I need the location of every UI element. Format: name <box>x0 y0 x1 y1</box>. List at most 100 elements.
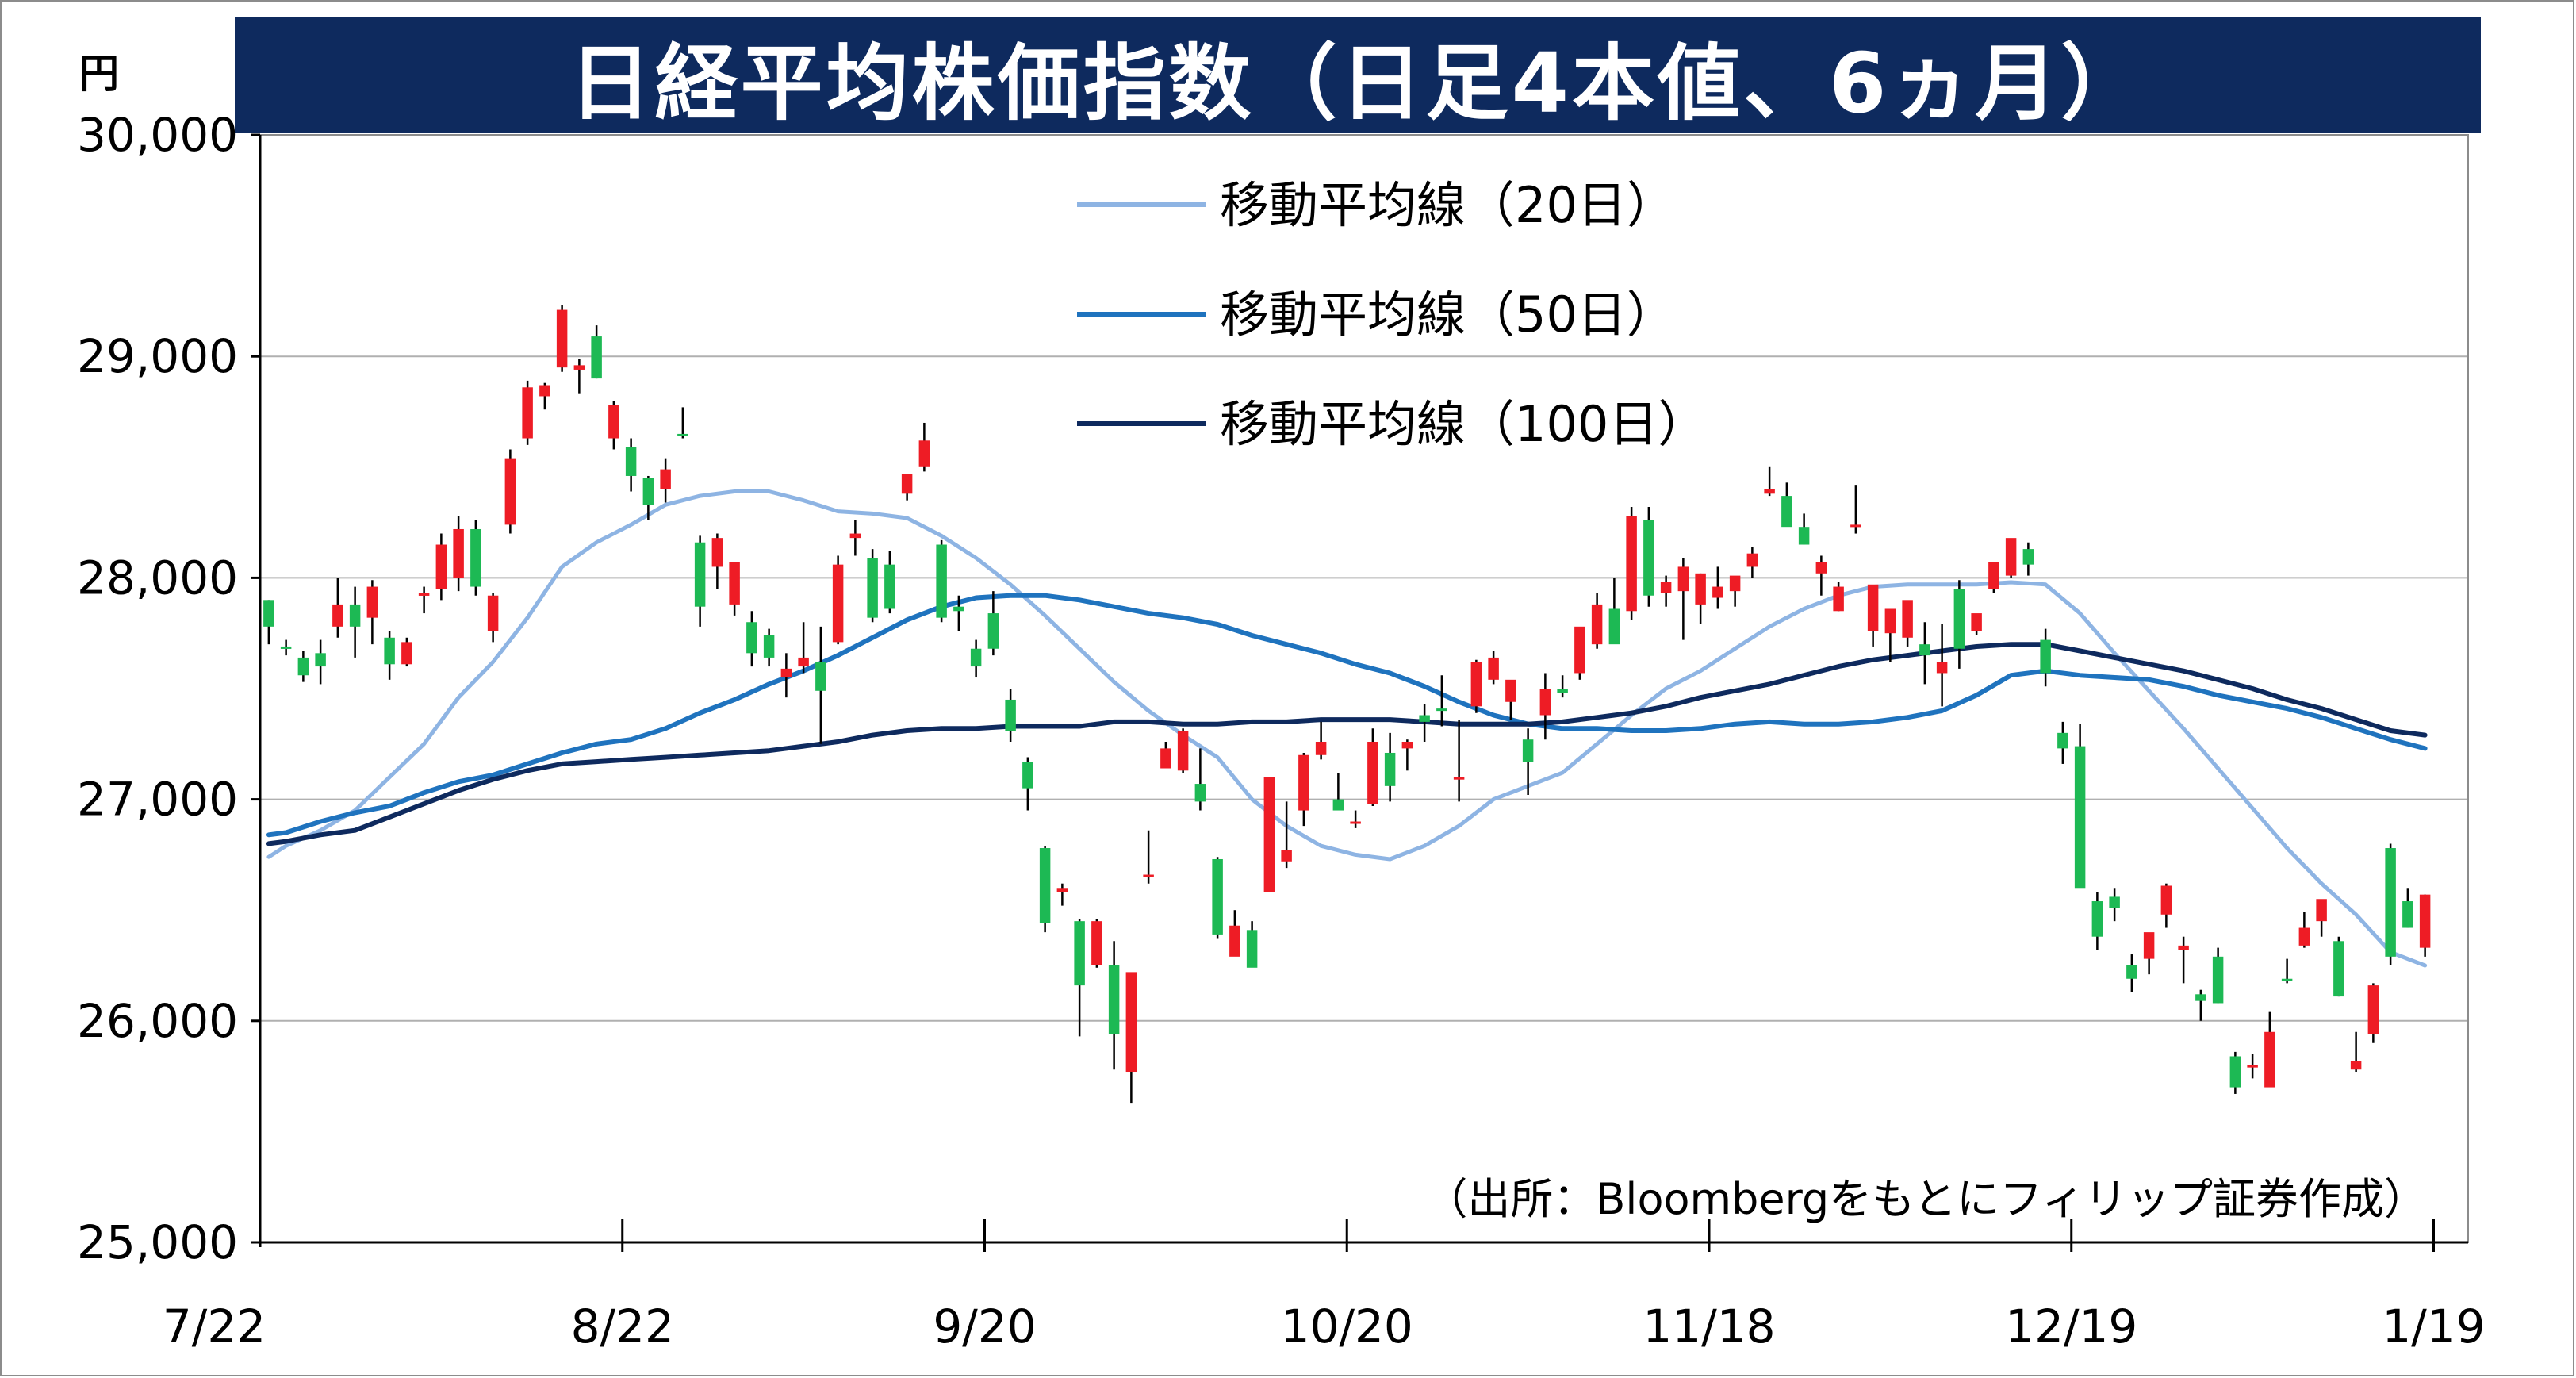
candle-body <box>384 637 395 665</box>
candle-body <box>2385 848 2396 957</box>
candle <box>1488 651 1499 685</box>
candle <box>694 535 706 627</box>
candle-body <box>2126 965 2137 979</box>
candle-body <box>1212 858 1223 935</box>
candle-body <box>1436 708 1447 712</box>
candle-body <box>487 595 499 631</box>
candle <box>1608 578 1620 645</box>
candle <box>280 639 292 656</box>
candle <box>2316 899 2327 937</box>
candle-body <box>642 478 654 505</box>
candle <box>1108 941 1120 1070</box>
candle-body <box>1557 689 1568 693</box>
candle <box>970 639 982 678</box>
ma20-line <box>266 489 2428 968</box>
candle <box>539 382 550 410</box>
candle-body <box>936 544 947 618</box>
y-tick-label: 29,000 <box>77 329 238 383</box>
candle-body <box>2091 901 2103 937</box>
candle <box>1764 466 1775 497</box>
candle-body <box>815 662 826 691</box>
candle-body <box>2178 945 2189 950</box>
candle <box>1557 675 1568 698</box>
candle <box>556 305 568 372</box>
candle <box>1470 659 1482 713</box>
candle <box>1850 485 1861 534</box>
candle-body <box>2005 538 2017 576</box>
candle <box>1833 582 1844 612</box>
candle <box>1522 728 1534 796</box>
y-tick-label: 30,000 <box>77 108 238 162</box>
legend-label-ma100: 移動平均線（100日） <box>1220 395 1707 453</box>
candle <box>297 651 309 682</box>
candle-body <box>1229 925 1240 957</box>
candle <box>2057 721 2068 764</box>
candle <box>1246 921 1258 968</box>
candle <box>1125 972 1137 1104</box>
candle <box>401 637 412 667</box>
candle <box>418 586 430 614</box>
candle-body <box>1953 589 1965 649</box>
candle-body <box>1574 626 1585 674</box>
y-tick-label: 27,000 <box>77 773 238 827</box>
candle-body <box>2057 732 2068 749</box>
candle-body <box>1298 754 1309 811</box>
candle-body <box>1056 888 1068 892</box>
candle-body <box>2402 901 2413 928</box>
candle <box>849 520 861 556</box>
candle <box>660 458 671 503</box>
candle <box>1177 728 1189 773</box>
candle <box>1091 919 1102 968</box>
candle <box>677 407 688 439</box>
candle <box>591 325 602 379</box>
candle <box>1315 721 1327 760</box>
candle <box>2040 628 2051 687</box>
candle <box>987 591 999 656</box>
legend-label-ma50: 移動平均線（50日） <box>1220 286 1676 344</box>
candle-body <box>2195 994 2206 1001</box>
candle-body <box>987 613 999 649</box>
candle-body <box>2074 746 2086 889</box>
y-tick-label: 25,000 <box>77 1215 238 1269</box>
y-unit-label: 円 <box>79 51 119 97</box>
candle-body <box>1936 662 1948 674</box>
candle-body <box>1160 748 1171 769</box>
candle <box>608 401 619 450</box>
candle-body <box>418 593 430 596</box>
candle-body <box>470 528 481 587</box>
candle <box>798 622 809 674</box>
candle-body <box>2040 639 2051 674</box>
x-tick-label: 8/22 <box>571 1299 674 1353</box>
candle <box>1660 575 1672 607</box>
candle <box>1815 555 1827 596</box>
candle-body <box>1246 930 1258 968</box>
candle <box>2350 1031 2362 1073</box>
candle-body <box>1453 777 1465 780</box>
candle-body <box>1729 575 1741 592</box>
candle-body <box>332 604 343 627</box>
candle-body <box>1005 699 1016 731</box>
candle <box>763 628 775 667</box>
candle <box>642 475 654 520</box>
candle-body <box>625 447 637 476</box>
candle-body <box>1074 921 1085 986</box>
candle <box>867 549 878 623</box>
candle-body <box>1505 679 1516 702</box>
title-bar: 日経平均株価指数（日足4本値、6ヵ月） <box>235 17 2481 133</box>
candle <box>2402 888 2413 928</box>
x-tick-label: 11/18 <box>1643 1299 1775 1353</box>
candle <box>1401 739 1413 771</box>
candle <box>1798 513 1810 545</box>
candle <box>573 358 585 394</box>
candle-body <box>1781 496 1792 528</box>
candle <box>2178 936 2189 984</box>
candle-body <box>729 562 740 605</box>
candle <box>1643 507 1654 607</box>
candle <box>1919 622 1930 685</box>
candle <box>884 551 895 614</box>
y-tick-label: 26,000 <box>77 994 238 1048</box>
candle-body <box>1850 524 1861 528</box>
candle-body <box>1022 762 1033 789</box>
candle <box>366 580 378 645</box>
